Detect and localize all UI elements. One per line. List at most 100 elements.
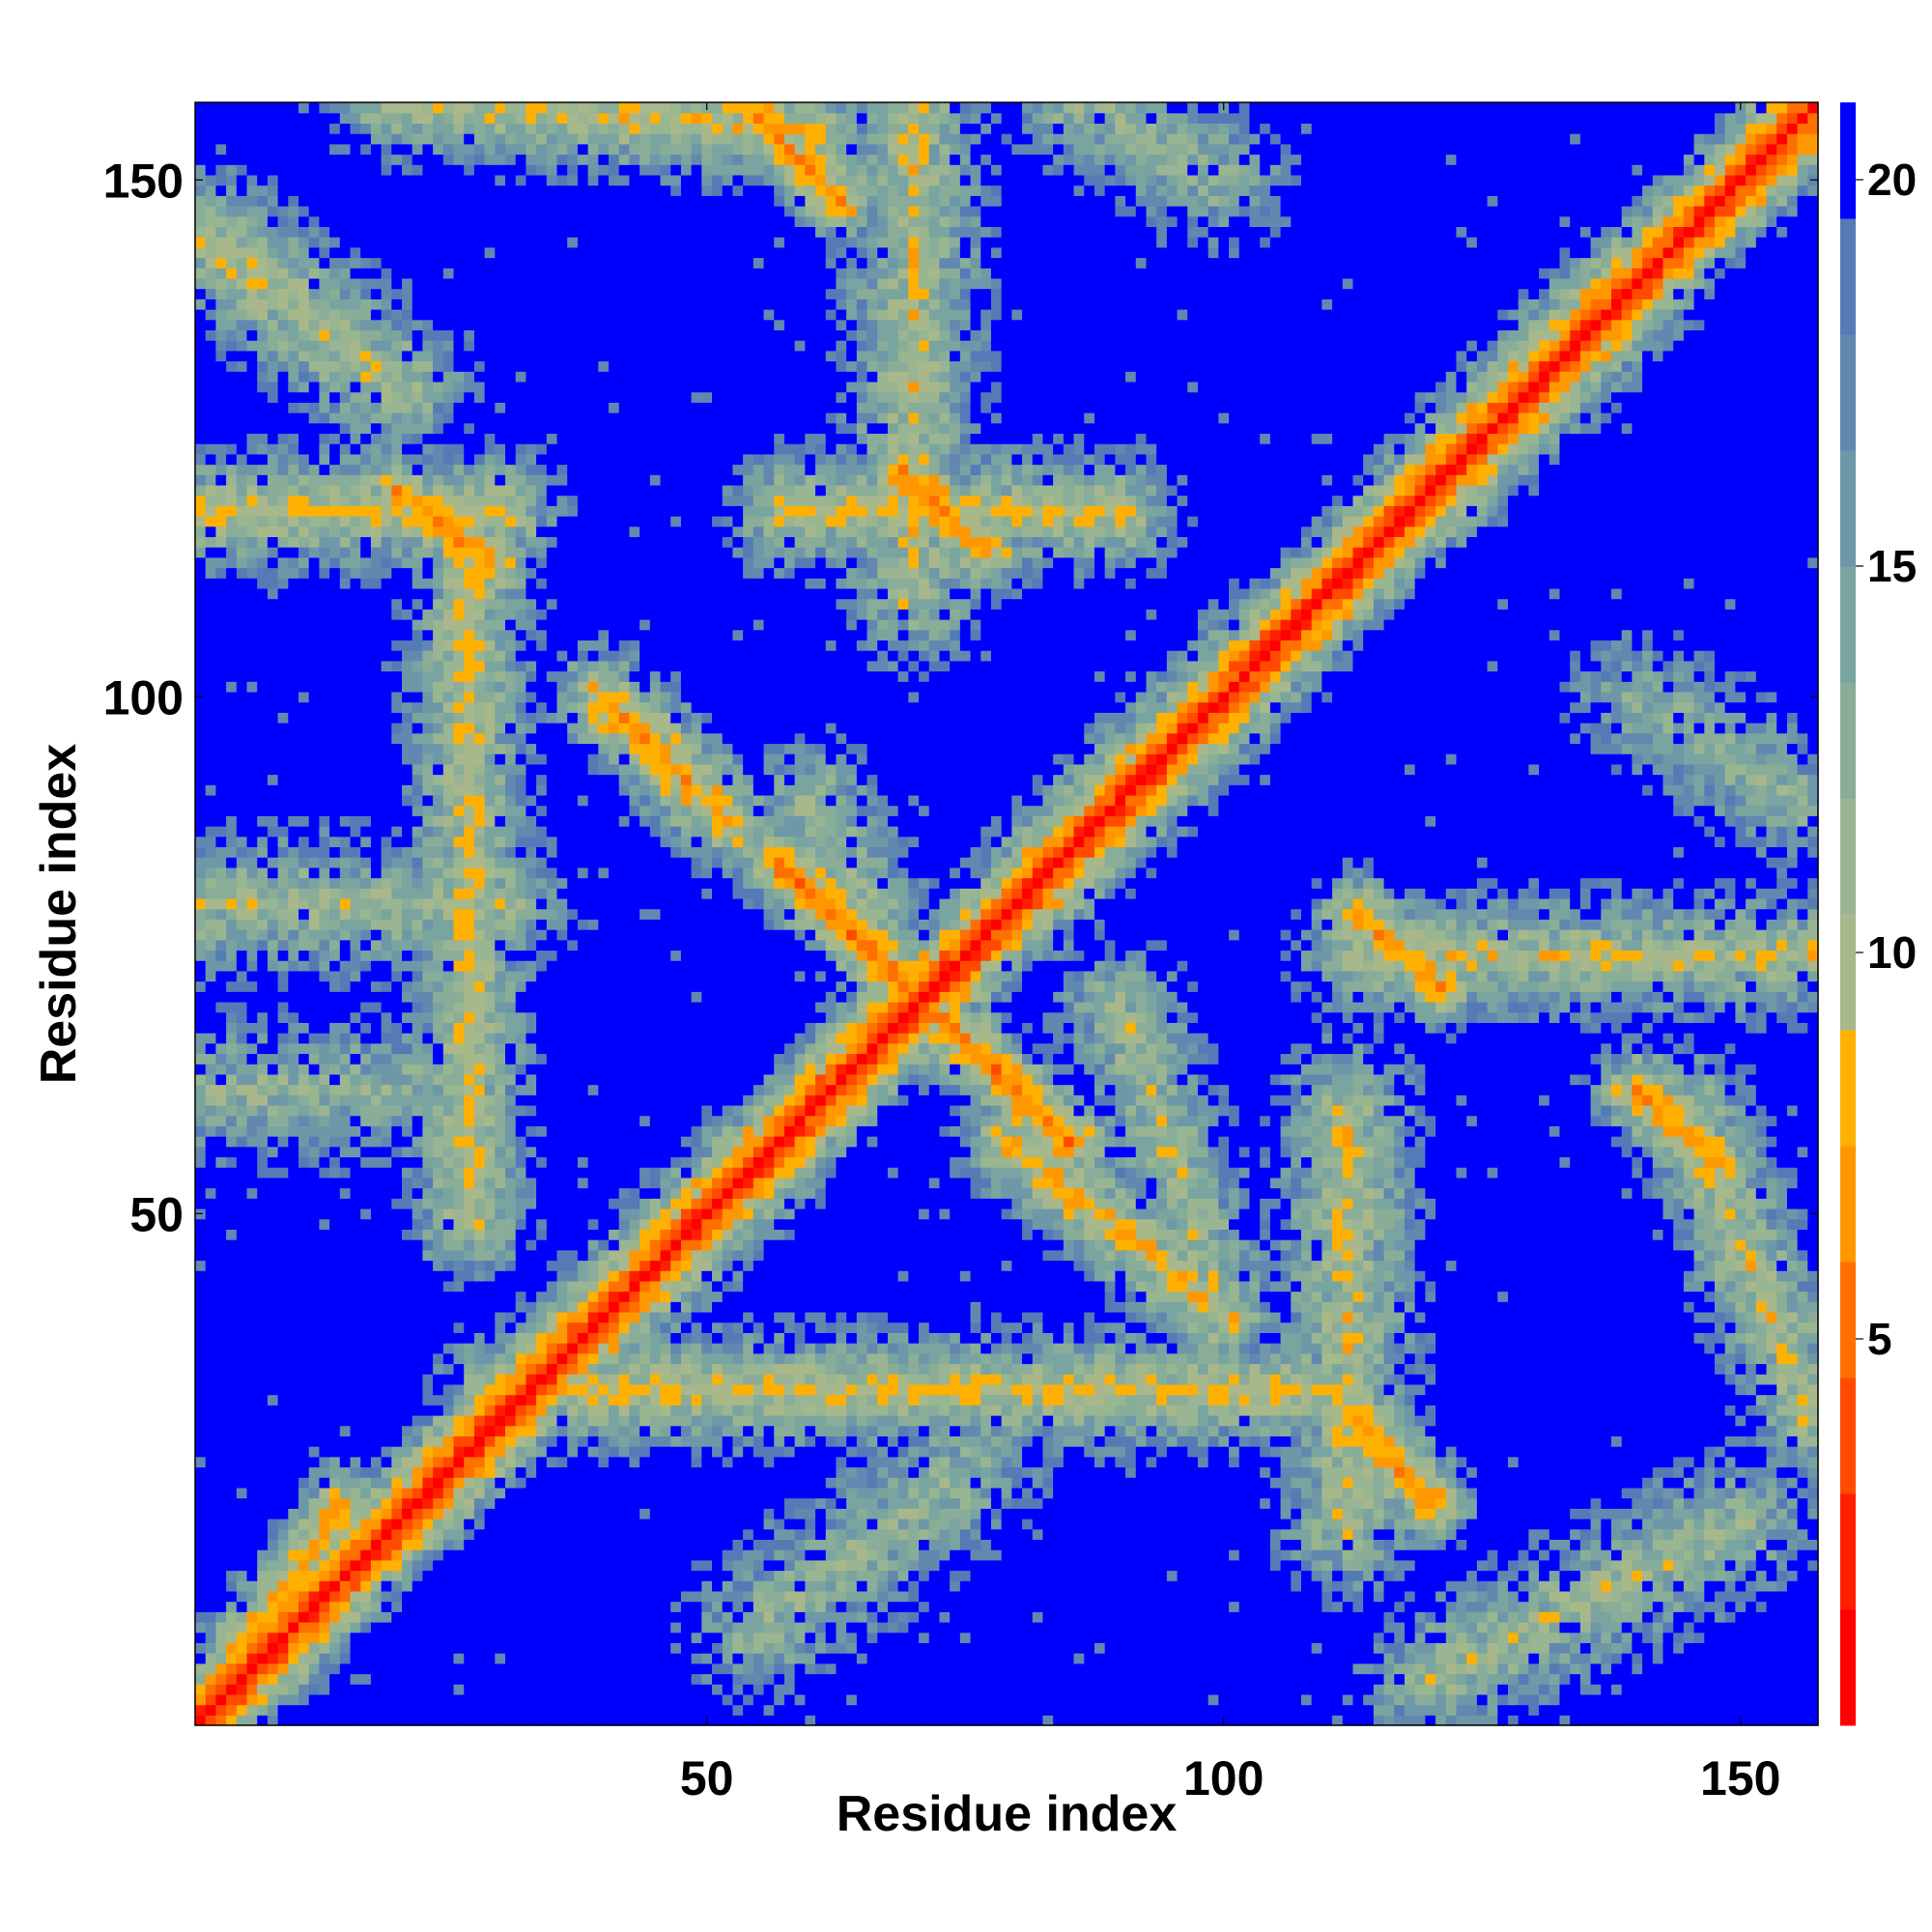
heatmap-cell: [1178, 1488, 1188, 1498]
heatmap-cell: [288, 1633, 298, 1643]
heatmap-cell: [412, 1663, 423, 1674]
heatmap-cell: [195, 1602, 206, 1612]
heatmap-cell: [1591, 1415, 1602, 1426]
heatmap-cell: [836, 1446, 846, 1457]
heatmap-cell: [278, 1580, 289, 1591]
heatmap-cell: [1746, 1435, 1756, 1446]
heatmap-cell: [1218, 1663, 1229, 1674]
heatmap-cell: [1312, 1694, 1322, 1705]
heatmap-cell: [247, 1426, 258, 1436]
heatmap-cell: [1704, 1519, 1715, 1529]
heatmap-cell: [661, 1715, 671, 1725]
heatmap-cell: [712, 1446, 723, 1457]
heatmap-cell: [588, 1580, 599, 1591]
heatmap-cell: [888, 1446, 898, 1457]
heatmap-cell: [598, 1498, 609, 1509]
heatmap-cell: [588, 1426, 599, 1436]
heatmap-cell: [588, 1684, 599, 1694]
heatmap-cell: [226, 1435, 237, 1446]
heatmap-cell: [1735, 1684, 1746, 1694]
heatmap-cell: [1002, 1663, 1012, 1674]
heatmap-cell: [516, 1715, 526, 1725]
heatmap-cell: [1787, 1539, 1798, 1549]
heatmap-cell: [278, 1466, 289, 1477]
heatmap-cell: [309, 1529, 320, 1540]
heatmap-cell: [247, 1435, 258, 1446]
heatmap-cell: [1312, 1715, 1322, 1725]
heatmap-cell: [846, 1466, 857, 1477]
heatmap-cell: [433, 1642, 443, 1653]
heatmap-cell: [1125, 1642, 1136, 1653]
heatmap-cell: [1291, 1580, 1301, 1591]
heatmap-cell: [215, 1539, 226, 1549]
heatmap-cell: [329, 1426, 340, 1436]
heatmap-cell: [360, 1674, 371, 1685]
heatmap-cell: [257, 1446, 268, 1457]
heatmap-cell: [1642, 1715, 1653, 1725]
heatmap-cell: [309, 1591, 320, 1602]
heatmap-cell: [547, 1539, 557, 1549]
heatmap-cell: [1260, 1426, 1270, 1436]
heatmap-cell: [1425, 1405, 1435, 1415]
heatmap-cell: [329, 1415, 340, 1426]
heatmap-cell: [578, 1488, 588, 1498]
heatmap-cell: [877, 1519, 888, 1529]
heatmap-cell: [391, 1508, 402, 1519]
heatmap-cell: [1488, 1498, 1498, 1509]
heatmap-cell: [1229, 1580, 1239, 1591]
heatmap-cell: [1746, 1560, 1756, 1571]
heatmap-cell: [929, 1488, 940, 1498]
heatmap-cell: [257, 1488, 268, 1498]
heatmap-cell: [1332, 1446, 1343, 1457]
heatmap-cell: [1260, 1602, 1270, 1612]
heatmap-cell: [670, 1477, 681, 1488]
heatmap-cell: [681, 1602, 692, 1612]
heatmap-cell: [1270, 1446, 1281, 1457]
heatmap-cell: [1064, 1560, 1074, 1571]
heatmap-cell: [712, 1694, 723, 1705]
heatmap-cell: [1332, 1549, 1343, 1560]
heatmap-cell: [1694, 1622, 1705, 1633]
heatmap-cell: [557, 1508, 568, 1519]
heatmap-cell: [433, 1426, 443, 1436]
heatmap-cell: [1497, 1519, 1508, 1529]
heatmap-cell: [1042, 1653, 1053, 1663]
heatmap-cell: [391, 1591, 402, 1602]
heatmap-cell: [1321, 1539, 1332, 1549]
heatmap-cell: [939, 1529, 950, 1540]
heatmap-cell: [836, 1580, 846, 1591]
heatmap-cell: [1684, 1684, 1694, 1694]
heatmap-cell: [826, 1435, 837, 1446]
heatmap-cell: [1415, 1477, 1426, 1488]
heatmap-cell: [1466, 1498, 1477, 1509]
heatmap-cell: [1519, 1415, 1529, 1426]
heatmap-cell: [505, 1611, 516, 1622]
heatmap-cell: [215, 1694, 226, 1705]
heatmap-cell: [1580, 1539, 1591, 1549]
heatmap-cell: [1425, 1446, 1435, 1457]
heatmap-cell: [288, 1415, 298, 1426]
heatmap-cell: [1591, 1705, 1602, 1716]
heatmap-cell: [247, 1405, 258, 1415]
heatmap-cell: [815, 1539, 826, 1549]
heatmap-cell: [1374, 1519, 1384, 1529]
heatmap-cell: [454, 1602, 465, 1612]
heatmap-cell: [732, 1580, 743, 1591]
heatmap-cell: [1394, 1715, 1405, 1725]
heatmap-cell: [1694, 1560, 1705, 1571]
heatmap-cell: [464, 1715, 474, 1725]
heatmap-cell: [1776, 1622, 1787, 1633]
heatmap-cell: [1642, 1549, 1653, 1560]
heatmap-cell: [1559, 1466, 1570, 1477]
heatmap-cell: [867, 1674, 878, 1685]
heatmap-cell: [1105, 1519, 1116, 1529]
heatmap-cell: [1053, 1642, 1064, 1653]
heatmap-cell: [351, 1446, 361, 1457]
heatmap-cell: [784, 1674, 795, 1685]
heatmap-cell: [557, 1539, 568, 1549]
heatmap-cell: [1002, 1549, 1012, 1560]
heatmap-cell: [1352, 1694, 1363, 1705]
heatmap-cell: [195, 1570, 206, 1580]
heatmap-cell: [1394, 1539, 1405, 1549]
heatmap-cell: [298, 1694, 309, 1705]
